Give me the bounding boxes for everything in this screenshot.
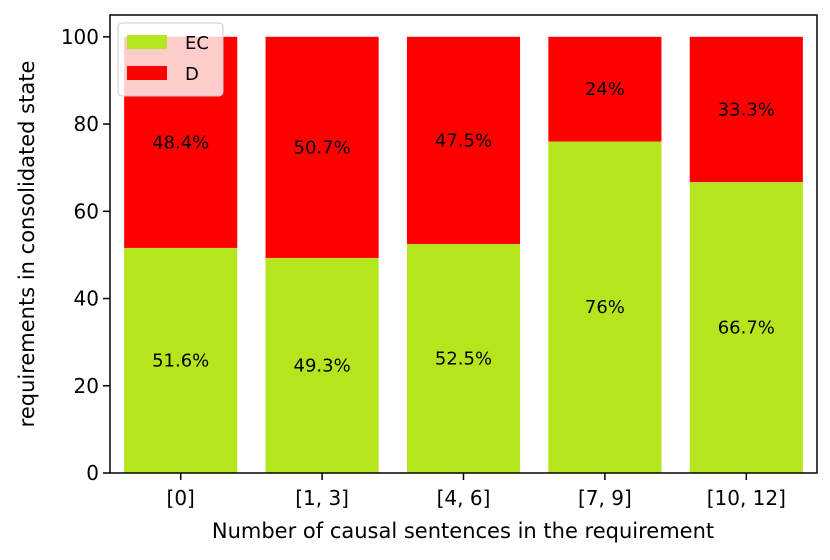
- bar-d-3: [548, 36, 662, 142]
- bar-ec-4: [689, 182, 803, 473]
- bar-d-4: [689, 36, 803, 183]
- bar-ec-0: [124, 247, 238, 473]
- bar-ec-2: [406, 244, 521, 473]
- bar-label-d-3: 24%: [585, 79, 625, 100]
- legend-label-ec: EC: [185, 33, 209, 54]
- bar-label-d-1: 50.7%: [294, 137, 351, 158]
- bar-label-d-4: 33.3%: [718, 99, 775, 120]
- legend-label-d: D: [185, 64, 199, 85]
- bar-label-ec-0: 51.6%: [152, 350, 209, 371]
- bar-d-1: [265, 36, 379, 258]
- bar-label-ec-3: 76%: [585, 297, 625, 318]
- x-axis: [0] [1, 3] [4, 6] [7, 9] [10, 12]: [167, 473, 786, 510]
- bar-label-ec-1: 49.3%: [294, 355, 351, 376]
- y-tick-label: 40: [74, 287, 99, 311]
- bar-ec-3: [548, 141, 662, 473]
- y-axis: 0 20 40 60 80 100: [61, 25, 110, 485]
- legend-swatch-ec: [127, 35, 167, 49]
- bars-group: [124, 36, 803, 473]
- legend: EC D: [117, 22, 224, 97]
- y-tick-label: 80: [74, 112, 99, 136]
- y-tick-label: 60: [74, 199, 99, 223]
- x-tick-label: [10, 12]: [707, 486, 786, 510]
- y-tick-label: 20: [74, 374, 99, 398]
- x-tick-label: [0]: [167, 486, 195, 510]
- bar-label-ec-2: 52.5%: [435, 349, 492, 370]
- bar-labels-group: 51.6% 48.4% 49.3% 50.7% 52.5% 47.5% 76% 24% 66.7…: [152, 79, 775, 376]
- bar-label-d-2: 47.5%: [435, 130, 492, 151]
- x-tick-label: [7, 9]: [578, 486, 632, 510]
- bar-d-2: [406, 36, 521, 244]
- bar-label-d-0: 48.4%: [152, 132, 209, 153]
- x-tick-label: [1, 3]: [295, 486, 349, 510]
- x-axis-title: Number of causal sentences in the requir…: [212, 519, 714, 543]
- bar-label-ec-4: 66.7%: [718, 318, 775, 339]
- bar-ec-1: [265, 257, 379, 473]
- legend-swatch-d: [127, 66, 167, 80]
- y-tick-label: 100: [61, 25, 99, 49]
- y-axis-title: requirements in consolidated state: [15, 61, 39, 428]
- x-tick-label: [4, 6]: [437, 486, 491, 510]
- y-tick-label: 0: [86, 461, 99, 485]
